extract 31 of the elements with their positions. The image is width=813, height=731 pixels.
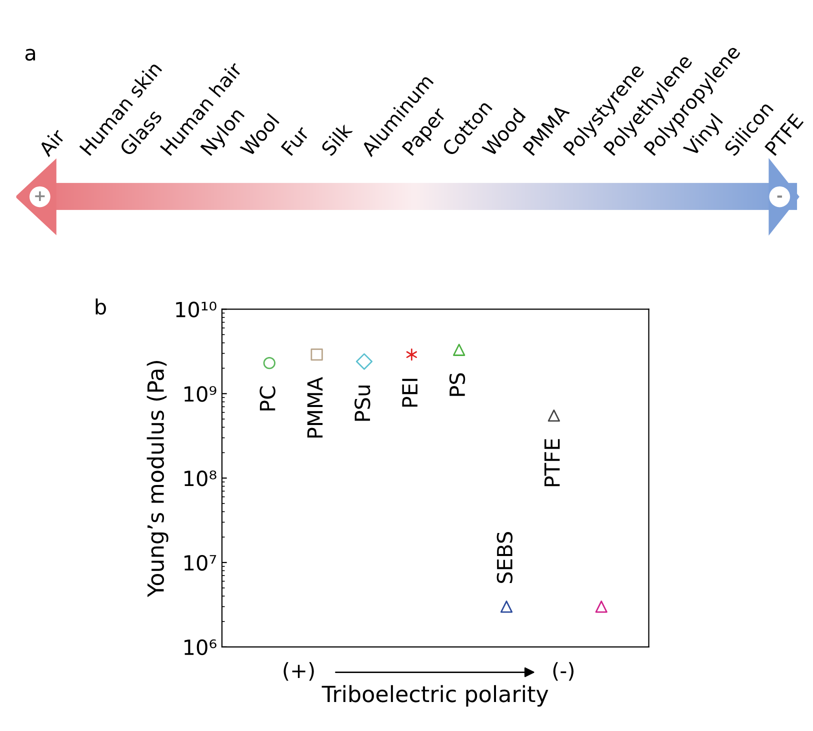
point (500, 600, 513, 613)
text: + (35, 191, 45, 201)
point (310, 348, 323, 361)
text: PMMA (307, 376, 323, 438)
text: PC (260, 386, 276, 410)
text: - (777, 196, 782, 198)
text: (-) (553, 662, 574, 681)
y-tick-label: 10¹⁰ (176, 302, 216, 318)
chart-title: b (96, 298, 106, 315)
point (548, 409, 560, 422)
point (595, 600, 608, 613)
text: a (25, 48, 36, 61)
y-tick-label: 10⁸ (184, 470, 216, 486)
text: PS (449, 373, 466, 396)
y-tick-label: 10⁷ (184, 554, 216, 571)
y-tick-label: 10⁶ (184, 639, 216, 656)
point (453, 344, 466, 356)
x-axis-title: Triboelectric polarity (322, 685, 548, 707)
y-tick-label: 10⁹ (184, 386, 216, 402)
point (356, 353, 373, 370)
y-axis-title: Young’s modulus (Pa) (146, 361, 168, 598)
category-label: Silk (320, 122, 354, 157)
text: PTFE (544, 439, 560, 486)
category-label: Air (37, 127, 66, 158)
text: (+) (284, 662, 314, 681)
point (406, 348, 417, 361)
text: SEBS (496, 532, 513, 584)
point (263, 357, 276, 370)
text: PSu (354, 386, 370, 421)
category-label: Fur (280, 124, 310, 156)
text: PEI (402, 378, 418, 407)
